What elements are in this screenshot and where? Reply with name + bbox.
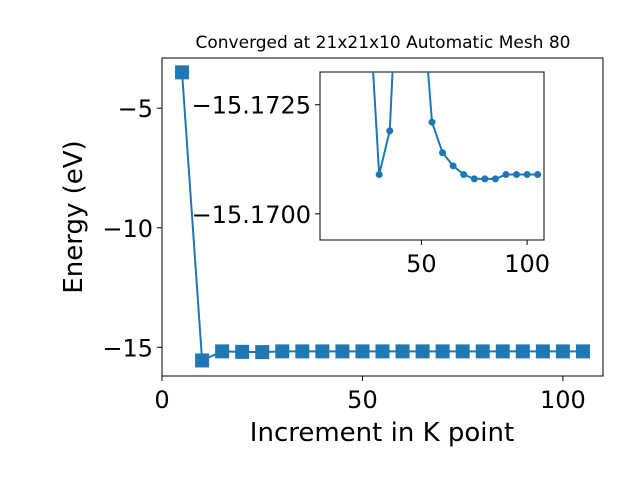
inset-axes-frame	[319, 71, 545, 241]
main-data-point	[575, 344, 590, 359]
main-data-point	[215, 344, 230, 359]
inset-y-tick-label: −15.1700	[192, 201, 311, 229]
y-axis-label: Energy (eV)	[59, 140, 89, 293]
main-data-point	[295, 344, 310, 359]
y-tick-label: −15	[102, 334, 153, 362]
x-axis-label: Increment in K point	[250, 418, 514, 448]
inset-data-point	[449, 162, 457, 170]
inset-data-point	[470, 175, 478, 183]
chart-title: Converged at 21x21x10 Automatic Mesh 80	[196, 33, 571, 53]
inset-data-point	[534, 171, 542, 179]
main-data-point	[255, 345, 270, 360]
inset-x-tick-label: 50	[406, 250, 437, 278]
main-data-point	[315, 344, 330, 359]
main-data-point	[355, 344, 370, 359]
inset-x-tick-label: 100	[504, 250, 550, 278]
main-data-point	[555, 344, 570, 359]
main-data-point	[275, 344, 290, 359]
inset-axis-ticks: 50 100 −15.1725 −15.1700	[192, 92, 550, 278]
inset-data-point	[481, 175, 489, 183]
main-data-point	[535, 344, 550, 359]
main-data-point	[175, 65, 190, 80]
inset-plot-area	[372, 72, 542, 183]
inset-data-point	[439, 149, 447, 157]
x-tick-label: 0	[154, 386, 169, 414]
main-data-point	[435, 344, 450, 359]
inset-data-point	[502, 171, 510, 179]
main-axis-ticks: 0 50 100 −15 −10 −5	[102, 95, 585, 414]
inset-data-point	[386, 127, 394, 135]
main-data-point	[475, 344, 490, 359]
main-plot-area	[175, 65, 590, 368]
y-tick-label: −5	[118, 95, 153, 123]
inset-series	[372, 72, 542, 183]
main-data-point	[495, 344, 510, 359]
main-data-point	[195, 353, 210, 368]
main-data-point	[455, 344, 470, 359]
inset-data-point	[460, 171, 468, 179]
main-data-point	[415, 344, 430, 359]
inset-y-tick-label: −15.1725	[192, 92, 311, 120]
inset-data-point	[428, 118, 436, 126]
main-data-point	[515, 344, 530, 359]
inset-data-point	[491, 175, 499, 183]
inset-data-point	[375, 171, 383, 179]
x-tick-label: 100	[540, 386, 586, 414]
main-data-point	[375, 344, 390, 359]
main-data-point	[335, 344, 350, 359]
main-data-point	[395, 344, 410, 359]
inset-data-point	[523, 171, 531, 179]
inset-data-point	[513, 171, 521, 179]
main-axes-frame	[161, 57, 604, 377]
y-tick-label: −10	[102, 215, 153, 243]
main-data-point	[235, 344, 250, 359]
x-tick-label: 50	[347, 386, 378, 414]
inset-chart: 50 100 −15.1725 −15.1700	[192, 71, 550, 278]
